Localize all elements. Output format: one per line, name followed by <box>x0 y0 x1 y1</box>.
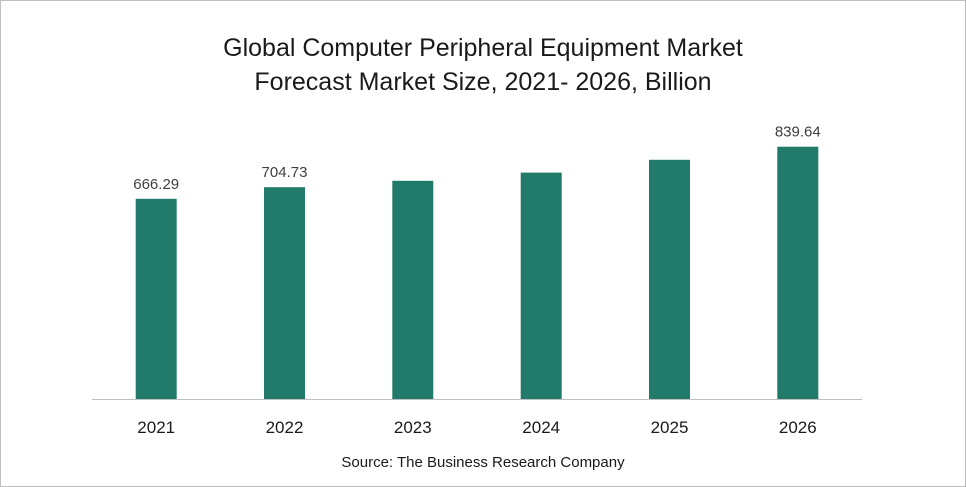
data-label-2021: 666.29 <box>133 176 179 193</box>
data-label-2022: 704.73 <box>262 164 308 181</box>
x-tick-label-2023: 2023 <box>394 418 432 437</box>
x-tick-label-2021: 2021 <box>137 418 175 437</box>
bar-2023 <box>392 180 434 399</box>
chart-source: Source: The Business Research Company <box>341 454 625 471</box>
data-label-2026: 839.64 <box>775 124 821 141</box>
bar-2025 <box>649 159 690 399</box>
x-tick-label-2022: 2022 <box>266 418 304 437</box>
x-tick-label-2026: 2026 <box>779 418 817 437</box>
bar-2024 <box>520 172 562 399</box>
bar-2022 <box>264 187 305 399</box>
bar-2026 <box>777 146 819 399</box>
chart-title: Global Computer Peripheral Equipment Mar… <box>0 31 966 99</box>
chart-title-line-1: Global Computer Peripheral Equipment Mar… <box>223 34 743 62</box>
x-tick-label-2025: 2025 <box>651 418 689 437</box>
bar-2021 <box>135 198 177 399</box>
chart-title-line-2: Forecast Market Size, 2021- 2026, Billio… <box>254 68 712 96</box>
x-tick-label-2024: 2024 <box>522 418 560 437</box>
